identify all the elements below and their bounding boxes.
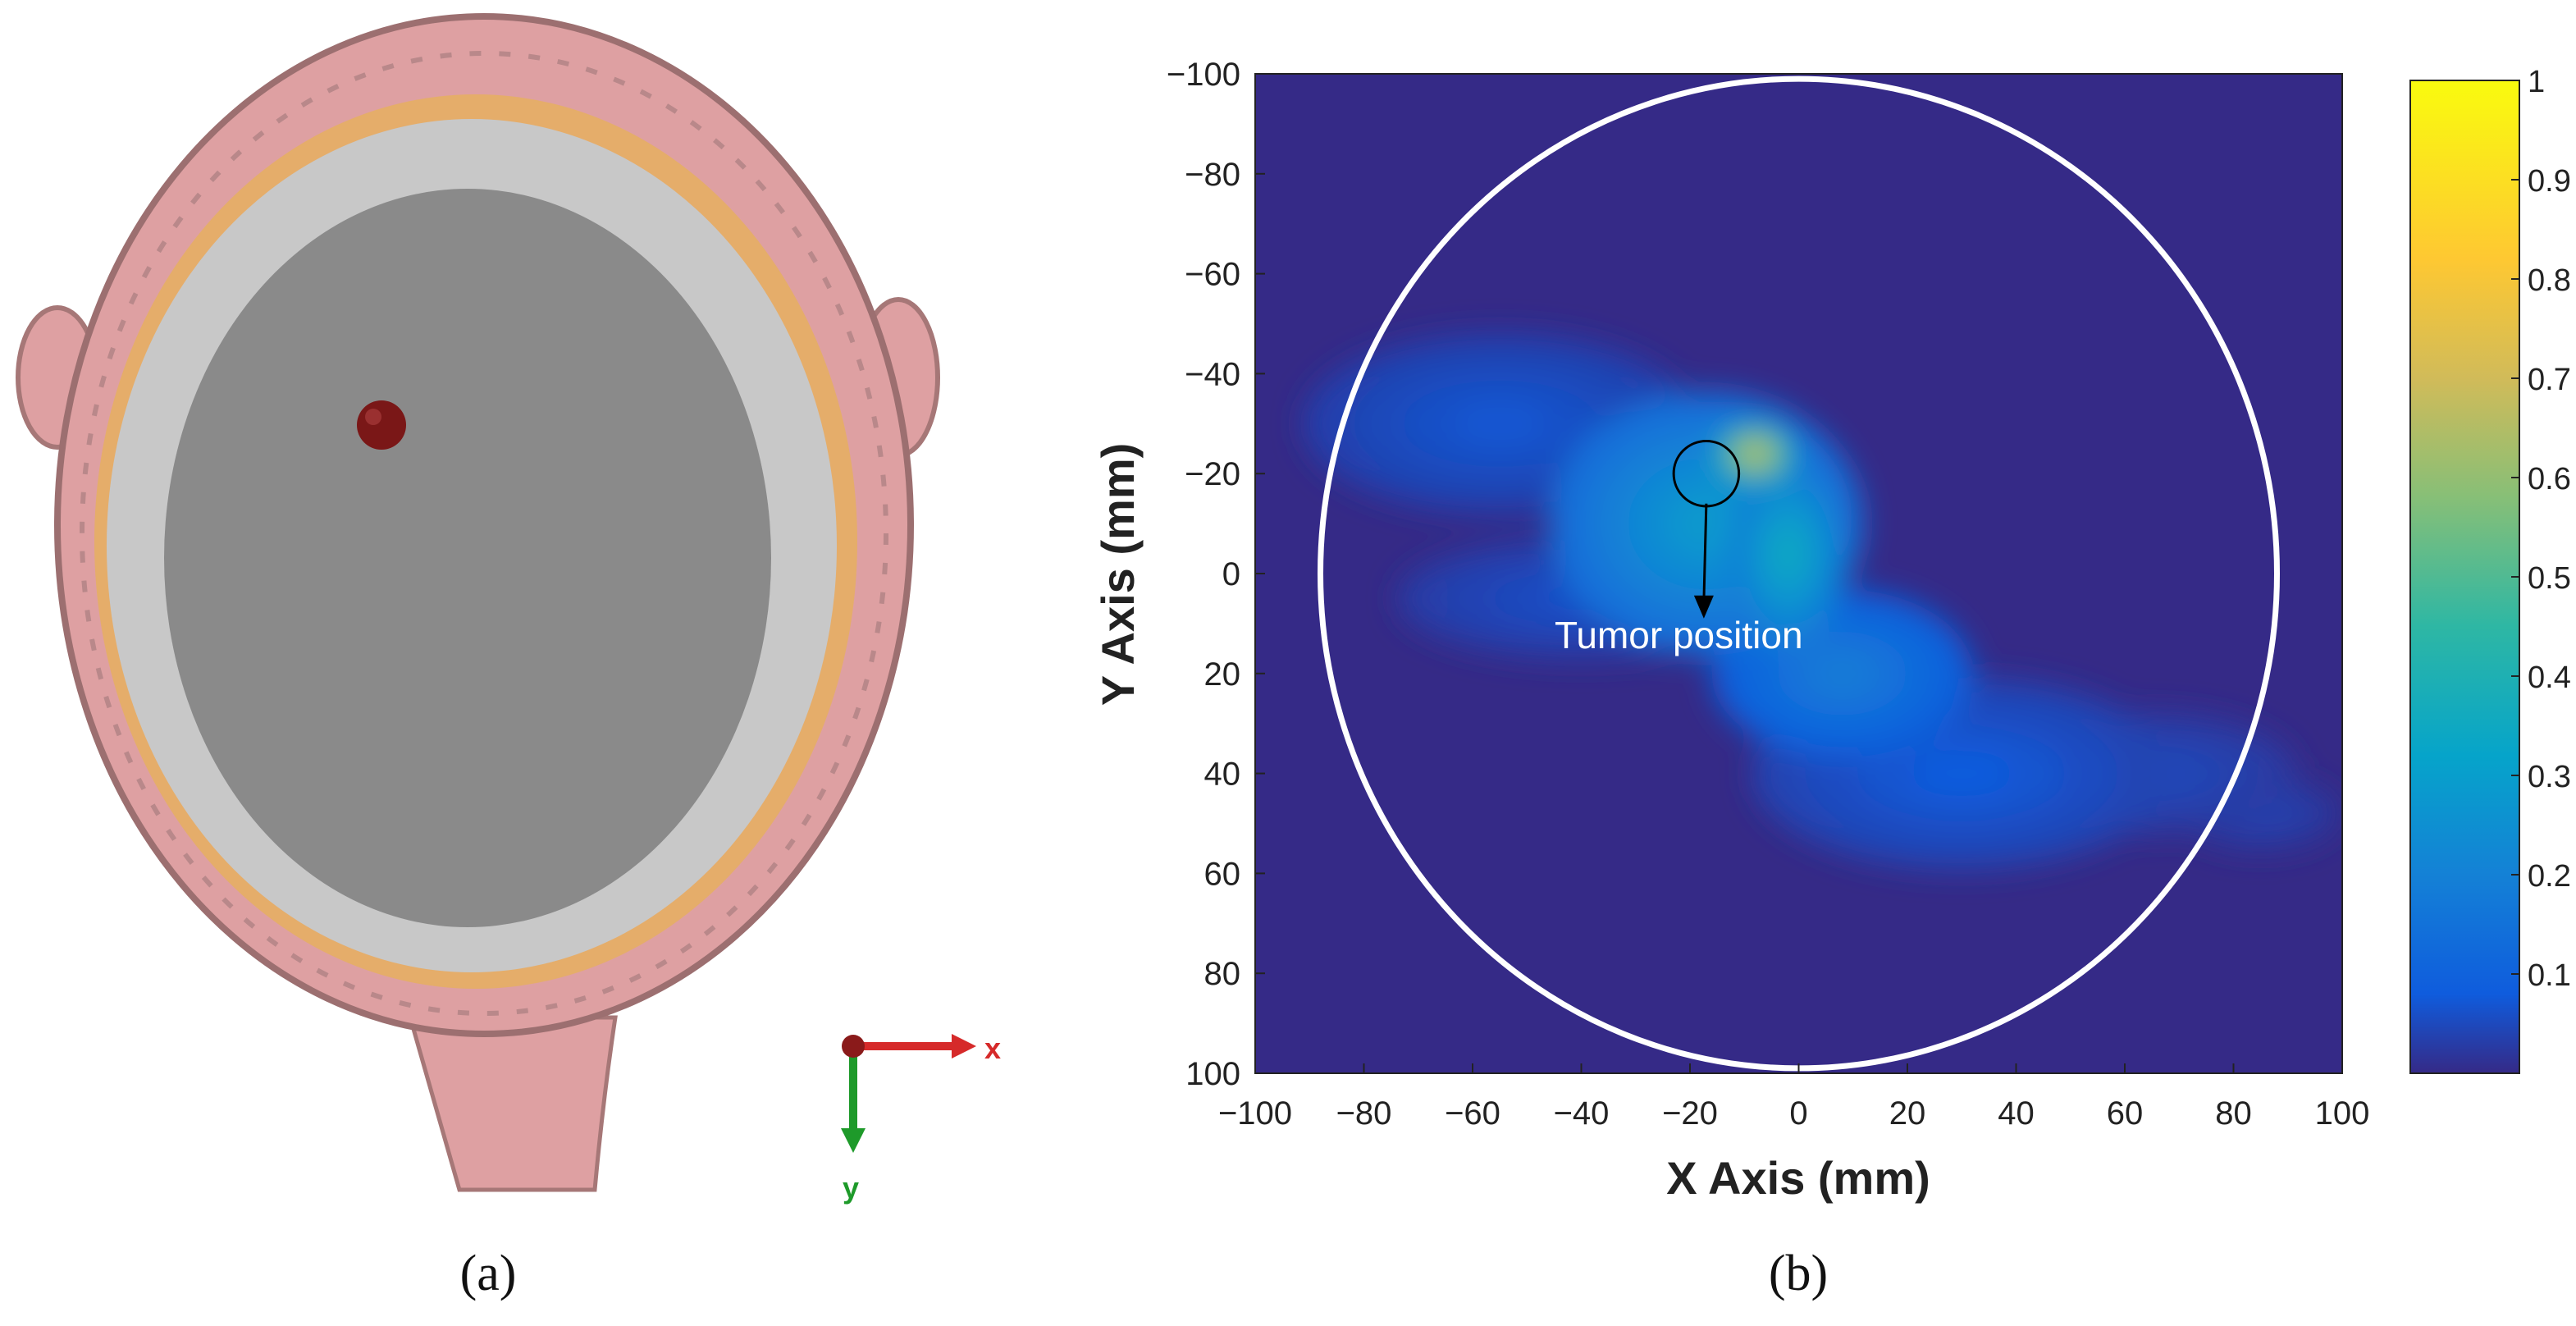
colorbar-tick-label: 0.6: [2528, 462, 2571, 496]
x-tick-label: −20: [1662, 1095, 1718, 1132]
annotation-arrow-head: [1693, 595, 1714, 619]
y-tick-label: −80: [1185, 157, 1240, 193]
colorbar-tick-label: 0.7: [2528, 363, 2571, 397]
tumor-annotation: Tumor position: [1555, 614, 1803, 656]
annotation-arrow-line: [1702, 503, 1708, 602]
y-tick-label: 20: [1204, 656, 1241, 693]
x-tick-label: −100: [1218, 1095, 1292, 1132]
heat-spot: [1773, 529, 1803, 578]
heat-spot: [1745, 446, 1765, 461]
panel-a: x y (a): [0, 0, 1214, 1326]
x-tick-label: −40: [1554, 1095, 1610, 1132]
x-tick-label: 40: [1998, 1095, 2035, 1132]
x-axis-label: X Axis (mm): [1666, 1152, 1930, 1204]
axes-indicator: x y: [841, 1031, 1001, 1205]
colorbar-tick-label: 0.5: [2528, 561, 2571, 596]
y-axis-label: Y Axis (mm): [1092, 443, 1144, 706]
y-tick-label: −60: [1185, 257, 1240, 293]
heat-spot: [1450, 400, 1549, 446]
x-tick-label: 80: [2215, 1095, 2252, 1132]
heat-spot: [1909, 749, 2014, 798]
y-tick-label: −40: [1185, 356, 1240, 392]
heat-layer: [1304, 333, 2340, 870]
colorbar-tick-label: 0.1: [2528, 958, 2571, 993]
x-tick-label: 60: [2107, 1095, 2144, 1132]
x-tick-label: −80: [1336, 1095, 1392, 1132]
y-tick-label: 60: [1204, 856, 1241, 892]
x-tick-label: 20: [1889, 1095, 1926, 1132]
y-tick-label: −100: [1167, 57, 1240, 93]
colorbar-tick-label: 0.8: [2528, 263, 2571, 298]
x-tick-label: 0: [1789, 1095, 1807, 1132]
colorbar-tick-label: 0.3: [2528, 760, 2571, 794]
colorbar-tick-label: 1: [2528, 65, 2545, 99]
colorbar-tick-label: 0.2: [2528, 859, 2571, 894]
neck: [407, 1015, 618, 1192]
caption-a: (a): [460, 1246, 517, 1301]
y-tick-label: 80: [1204, 956, 1241, 992]
x-axis-indicator-label: x: [984, 1031, 1001, 1065]
y-tick-label: −20: [1185, 456, 1240, 492]
tumor-highlight: [365, 409, 381, 425]
caption-b: (b): [1769, 1246, 1828, 1301]
y-tick-label: 100: [1185, 1056, 1240, 1092]
y-ticks: −100 −80 −60 −40 −20 0 20 40 60 80 100: [1167, 57, 1265, 1092]
heat-spot: [1809, 652, 1875, 695]
skin-texture: [80, 51, 888, 1016]
x-tick-label: 100: [2315, 1095, 2370, 1132]
x-ticks: −100 −80 −60 −40 −20 0 20 40 60 80 100: [1218, 1063, 2369, 1132]
y-axis-indicator-label: y: [843, 1171, 859, 1205]
colorbar-tick-label: 0.9: [2528, 164, 2571, 199]
head-model-figure: x y (a): [16, 13, 1001, 1301]
colorbar: [2409, 80, 2520, 1074]
y-tick-label: 40: [1204, 757, 1241, 793]
colorbar-tick-label: 0.4: [2528, 661, 2571, 695]
x-tick-label: −60: [1445, 1095, 1500, 1132]
brain-layer: [164, 189, 771, 927]
y-tick-label: 0: [1222, 556, 1240, 592]
colorbar-ticks: 0.1 0.2 0.3 0.4 0.5 0.6 0.7 0.8 0.9 1: [2511, 65, 2571, 993]
